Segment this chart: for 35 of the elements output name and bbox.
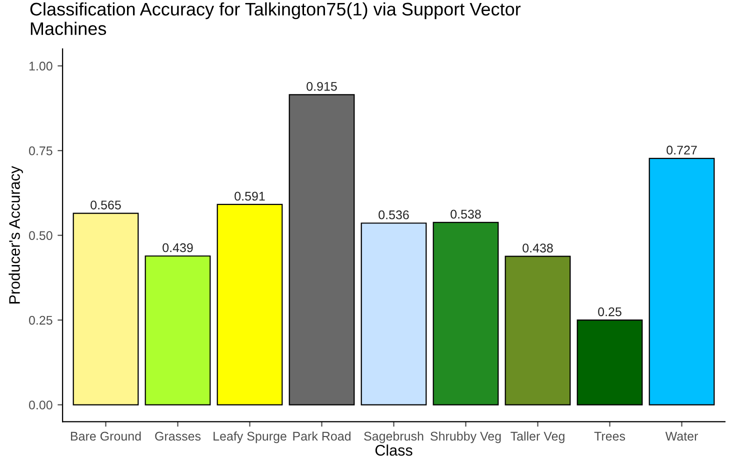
chart-title: Classification Accuracy for Talkington75(1) via Support Vector Machines (30, 2, 521, 36)
x-tick-label: Water (665, 432, 698, 441)
data-label: 0.536 (378, 210, 409, 220)
bar (432, 222, 499, 406)
data-label: 0.438 (522, 244, 553, 252)
data-label: 0.565 (90, 200, 121, 210)
y-tick-label: 0.75 (29, 146, 52, 156)
x-tick-label: Sagebrush (364, 431, 424, 444)
y-tick-label: 0.50 (29, 231, 52, 240)
x-axis-title: Class (375, 444, 412, 456)
x-tick-label: Shrubby Veg (430, 431, 501, 444)
data-label: 0.25 (598, 307, 622, 316)
x-tick-label: Leafy Spurge (214, 431, 286, 444)
x-tick-label: Trees (594, 432, 626, 441)
bar (504, 256, 571, 406)
data-label: 0.727 (666, 146, 697, 155)
bar (288, 94, 355, 406)
y-axis-title: Producer's Accuracy (8, 166, 23, 304)
bar (648, 158, 715, 406)
bar (144, 255, 211, 406)
bar (72, 212, 139, 406)
data-label: 0.591 (234, 192, 265, 201)
bar (576, 320, 643, 406)
x-tick-label: Grasses (155, 432, 201, 441)
x-tick-label: Taller Veg (510, 431, 564, 444)
x-tick-label: Bare Ground (71, 431, 141, 441)
y-tick-label: 0.25 (29, 316, 52, 325)
bar (216, 204, 283, 406)
x-tick-label: Park Road (293, 431, 350, 441)
data-label: 0.538 (450, 210, 481, 219)
y-tick-label: 0.00 (29, 400, 52, 410)
bar (360, 222, 427, 406)
data-label: 0.439 (162, 243, 193, 252)
data-label: 0.915 (306, 82, 337, 91)
y-tick-label: 1.00 (29, 62, 52, 71)
